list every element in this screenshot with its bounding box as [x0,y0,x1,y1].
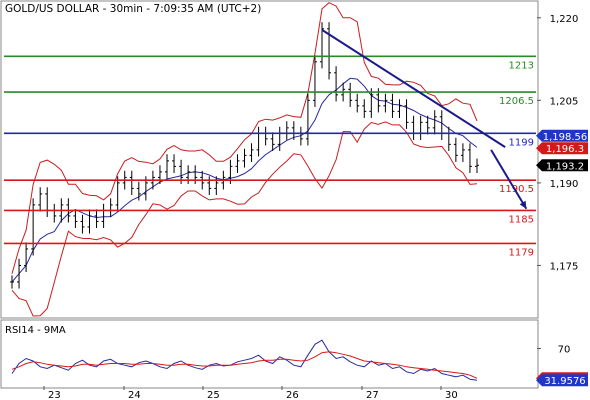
x-tick-label: 24 [128,390,141,400]
support-resistance-levels: 1213 1206.5 1199 1190.5 1185 1179 [4,55,536,258]
price-bar [453,137,458,162]
price-bar [242,148,247,168]
price-tag-label: 1,198.56 [543,132,588,143]
price-tag-label: 1,196.3 [546,144,584,155]
price-bar [129,170,134,196]
x-tick-label: 23 [48,390,61,400]
price-bar [17,258,22,289]
price-bar [115,176,120,212]
rsi-value-tag-label: 31.9576 [544,376,585,387]
trendline-annotation [321,29,528,210]
price-bar [475,158,479,173]
price-bar [355,93,360,113]
upper-band-line [11,2,478,274]
price-tag-label: 1,193.2 [546,161,584,172]
bollinger-bands [11,2,478,317]
price-bar [369,88,374,118]
price-bar [136,181,141,201]
level-label: 1213 [509,60,534,71]
price-bar [31,198,36,256]
rsi-value-tags: 34.240131.9576 [536,372,588,387]
level-label: 1185 [509,214,534,225]
time-x-axis: 23 24 25 26 27 30 [43,386,458,400]
price-y-axis: 1,220 1,205 1,190 1,175 [537,14,579,272]
x-tick-label: 27 [366,390,379,400]
price-tick-label: 1,190 [550,179,579,190]
price-bar [38,187,43,212]
chart-title: GOLD/US DOLLAR - 30min - 7:09:35 AM (UTC… [5,3,261,15]
x-tick-label: 25 [207,390,220,400]
price-bar [94,209,99,229]
price-bar [73,209,78,229]
price-bar [362,99,367,118]
price-tick-label: 1,220 [550,14,579,25]
price-tick-label: 1,205 [550,96,579,107]
price-tag: 1,198.56 [536,129,588,143]
price-panel-frame [0,0,539,319]
rsi-9ma-line [11,351,478,379]
rsi-lines [11,339,478,381]
price-bar [432,110,437,135]
price-bar [404,99,409,129]
price-bar [249,143,254,162]
price-bar [305,93,310,146]
price-bar [87,209,92,234]
price-bar [270,132,275,151]
price-bar [467,143,472,173]
forecast-arrow-head [519,200,527,209]
price-bar [312,55,317,107]
price-bar [460,143,465,162]
price-bar [172,154,177,173]
price-bar [10,275,14,289]
forecast-arrow-line [490,149,528,210]
price-bar [425,115,430,135]
price-bar [348,82,353,107]
rsi-panel-frame [0,319,539,389]
rsi14-line [11,339,478,381]
price-bar [334,66,339,102]
price-bar [80,214,85,234]
x-tick-label: 30 [445,390,458,400]
level-label: 1206.5 [499,96,534,107]
price-bar [165,154,169,179]
price-bar [235,154,240,173]
price-bar [383,93,388,113]
price-bar [390,93,395,118]
level-label: 1179 [509,247,534,258]
level-label: 1190.5 [499,184,534,195]
rsi-tick-label: 70 [558,345,571,356]
descending-trendline [321,29,506,148]
x-tick-label: 26 [286,390,299,400]
rsi-title: RSI14 - 9MA [5,325,66,336]
price-tag: 1,193.2 [536,159,588,172]
price-bar [24,242,29,273]
rsi-y-axis: 70 [537,345,570,356]
rsi-value-tag: 31.9576 [536,374,588,387]
lower-band-line [11,121,478,317]
price-bar [327,22,332,80]
price-tick-label: 1,175 [550,261,579,272]
price-tags: 1,198.561,196.3 1,193.2 [536,129,588,172]
price-tag: 1,196.3 [536,142,588,155]
level-label: 1199 [509,137,534,148]
price-bar [397,99,402,118]
